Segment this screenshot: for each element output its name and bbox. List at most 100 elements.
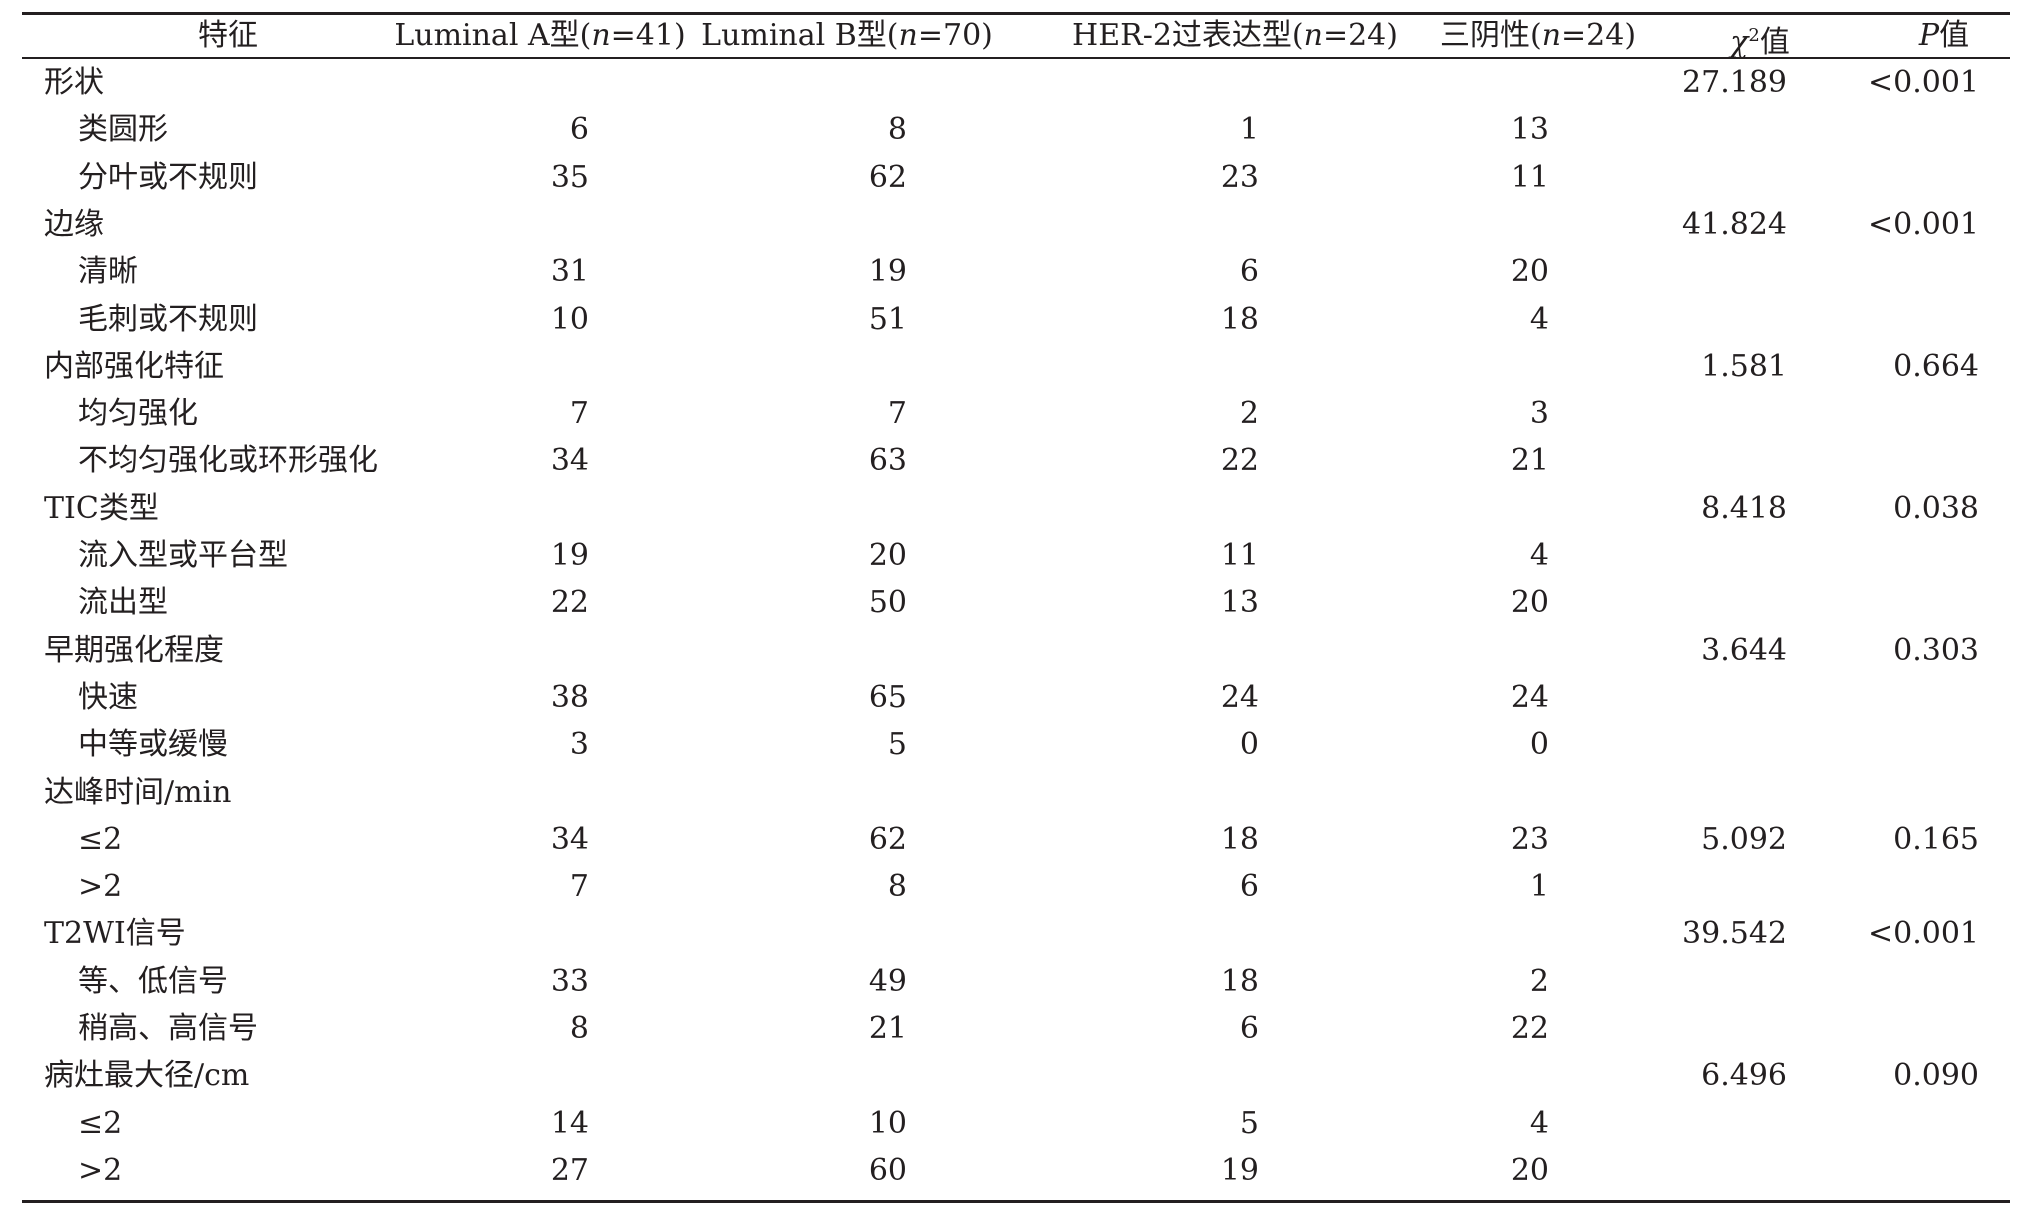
cell-her2: 22 — [1220, 443, 1259, 479]
table-row: 稍高、高信号 8 21 6 22 — [22, 1005, 2010, 1052]
table-row: 类圆形 6 8 1 13 — [22, 106, 2010, 153]
cell-luminal-a: 27 — [550, 1152, 589, 1188]
cell-luminal-b: 21 — [868, 1011, 907, 1046]
row-sublabel: 毛刺或不规则 — [78, 301, 258, 337]
cell-her2: 5 — [1239, 1105, 1259, 1141]
cell-luminal-b: 62 — [868, 159, 907, 195]
table-row: 毛刺或不规则 10 51 18 4 — [22, 296, 2010, 343]
cell-chi-square: 41.824 — [1682, 206, 1787, 242]
cell-luminal-a: 22 — [550, 585, 589, 621]
row-sublabel: ≤2 — [78, 821, 123, 857]
row-sublabel: >2 — [78, 1152, 123, 1188]
cell-her2: 18 — [1220, 821, 1259, 857]
cell-her2: 11 — [1220, 538, 1259, 573]
header-luminal-a: Luminal A型(n=41) — [394, 18, 686, 53]
cell-triple-negative: 2 — [1529, 963, 1549, 999]
row-sublabel: 均匀强化 — [78, 396, 198, 432]
row-sublabel: 清晰 — [78, 254, 138, 290]
header-p-value: P值 — [1918, 18, 1970, 53]
cell-luminal-b: 65 — [868, 679, 907, 715]
cell-p-value: <0.001 — [1867, 65, 1979, 100]
cell-luminal-b: 51 — [868, 301, 907, 337]
cell-luminal-a: 7 — [569, 396, 589, 432]
cell-chi-square: 5.092 — [1701, 821, 1787, 857]
cell-luminal-a: 6 — [569, 112, 589, 148]
row-sublabel: 中等或缓慢 — [78, 727, 228, 763]
table-row: 均匀强化 7 7 2 3 — [22, 390, 2010, 437]
cell-p-value: 0.090 — [1893, 1058, 1979, 1094]
cell-luminal-b: 60 — [868, 1152, 907, 1188]
cell-her2: 13 — [1220, 585, 1259, 621]
cell-triple-negative: 3 — [1529, 396, 1549, 432]
cell-luminal-a: 19 — [550, 538, 589, 573]
cell-luminal-b: 20 — [868, 538, 907, 573]
cell-triple-negative: 4 — [1529, 538, 1549, 573]
top-rule — [22, 12, 2010, 15]
cell-triple-negative: 4 — [1529, 1105, 1549, 1141]
cell-luminal-b: 5 — [887, 727, 907, 763]
cell-luminal-b: 7 — [887, 396, 907, 432]
header-triple-negative: 三阴性(n=24) — [1439, 18, 1637, 53]
cell-luminal-b: 50 — [868, 585, 907, 621]
row-label: 边缘 — [44, 206, 104, 242]
cell-chi-square: 6.496 — [1701, 1058, 1787, 1094]
cell-p-value: 0.165 — [1893, 821, 1979, 857]
row-label: 达峰时间/min — [44, 774, 232, 810]
cell-her2: 2 — [1239, 396, 1259, 432]
cell-luminal-b: 63 — [868, 443, 907, 479]
row-sublabel: 快速 — [78, 679, 138, 715]
cell-her2: 24 — [1220, 679, 1259, 715]
header-her2: HER-2过表达型(n=24) — [1072, 18, 1398, 53]
row-sublabel: ≤2 — [78, 1105, 123, 1141]
cell-triple-negative: 21 — [1510, 443, 1549, 479]
row-label: T2WI信号 — [44, 916, 186, 952]
table-row: ≤2 14 10 5 4 — [22, 1100, 2010, 1147]
row-label: 内部强化特征 — [44, 348, 224, 384]
cell-p-value: 0.038 — [1893, 490, 1979, 526]
cell-triple-negative: 4 — [1529, 301, 1549, 337]
cell-triple-negative: 20 — [1510, 254, 1549, 290]
row-sublabel: 流出型 — [78, 585, 168, 621]
cell-luminal-a: 35 — [550, 159, 589, 195]
row-sublabel: 流入型或平台型 — [78, 538, 288, 573]
cell-her2: 23 — [1220, 159, 1259, 195]
cell-luminal-a: 33 — [550, 963, 589, 999]
cell-luminal-a: 3 — [569, 727, 589, 763]
cell-luminal-a: 7 — [569, 869, 589, 905]
cell-her2: 1 — [1239, 112, 1259, 148]
table-row: 不均匀强化或环形强化 34 63 22 21 — [22, 437, 2010, 484]
cell-chi-square: 1.581 — [1701, 348, 1787, 384]
row-label: TIC类型 — [44, 490, 159, 526]
cell-luminal-b: 10 — [868, 1105, 907, 1141]
cell-her2: 18 — [1220, 963, 1259, 999]
cell-triple-negative: 0 — [1529, 727, 1549, 763]
cell-triple-negative: 24 — [1510, 679, 1549, 715]
table-row: ≤2 34 62 18 23 5.092 0.165 — [22, 816, 2010, 863]
table-row: >2 7 8 6 1 — [22, 863, 2010, 910]
cell-her2: 0 — [1239, 727, 1259, 763]
cell-luminal-a: 10 — [550, 301, 589, 337]
cell-her2: 18 — [1220, 301, 1259, 337]
data-table: 特征 Luminal A型(n=41) Luminal B型(n=70) HER… — [22, 0, 2010, 1206]
cell-her2: 6 — [1239, 869, 1259, 905]
row-sublabel: 分叶或不规则 — [78, 159, 258, 195]
cell-p-value: <0.001 — [1867, 206, 1979, 242]
cell-triple-negative: 13 — [1510, 112, 1549, 148]
table-row: 清晰 31 19 6 20 — [22, 248, 2010, 295]
cell-triple-negative: 20 — [1510, 1152, 1549, 1188]
table-row: 快速 38 65 24 24 — [22, 674, 2010, 721]
cell-triple-negative: 1 — [1529, 869, 1549, 905]
table-row: 病灶最大径/cm 6.496 0.090 — [22, 1052, 2010, 1099]
cell-luminal-a: 31 — [550, 254, 589, 290]
cell-p-value: 0.664 — [1893, 348, 1979, 384]
table-row: 形状 27.189 <0.001 — [22, 59, 2010, 106]
cell-luminal-a: 34 — [550, 443, 589, 479]
cell-luminal-b: 8 — [887, 869, 907, 905]
row-sublabel: 类圆形 — [78, 112, 168, 148]
row-sublabel: >2 — [78, 869, 123, 905]
table-row: 分叶或不规则 35 62 23 11 — [22, 154, 2010, 201]
cell-chi-square: 8.418 — [1701, 490, 1787, 526]
cell-luminal-b: 49 — [868, 963, 907, 999]
row-sublabel: 稍高、高信号 — [78, 1011, 258, 1046]
row-label: 早期强化程度 — [44, 632, 224, 668]
